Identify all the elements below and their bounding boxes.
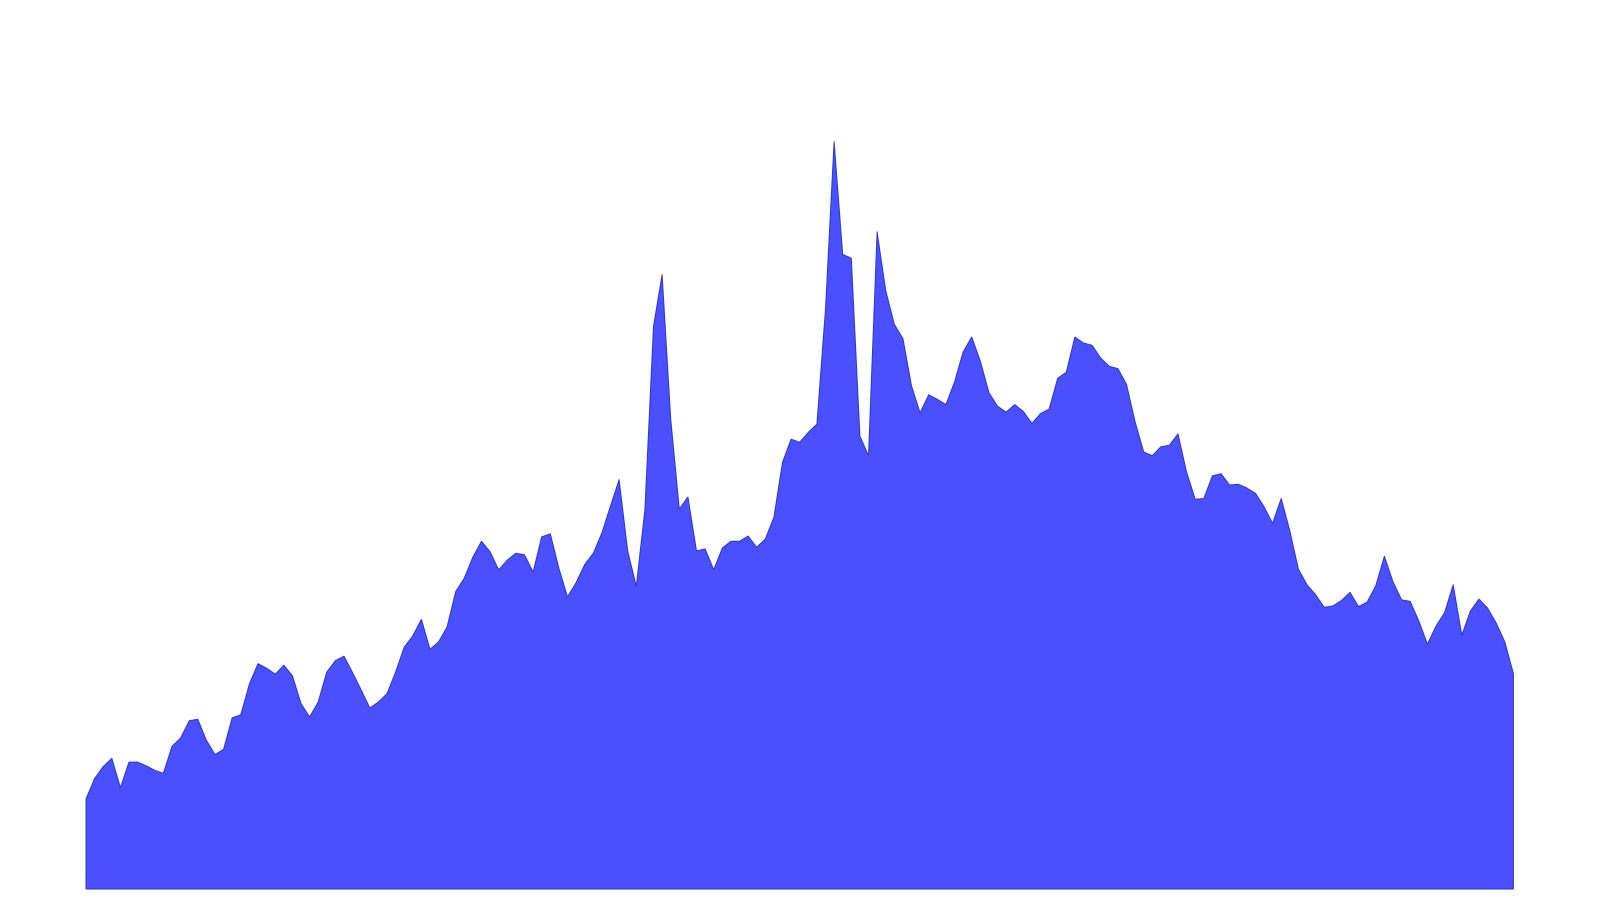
area-series <box>85 141 1514 890</box>
plot-area <box>85 141 1514 890</box>
